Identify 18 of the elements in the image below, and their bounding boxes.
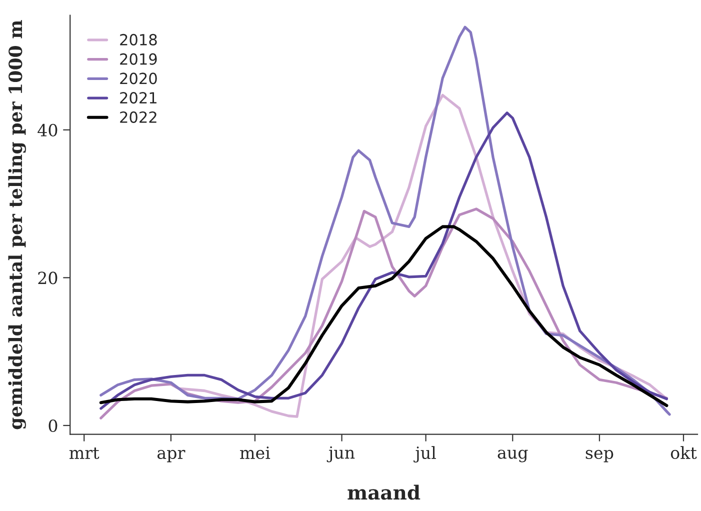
x-tick-label: jul: [414, 446, 436, 463]
x-tick-label: jun: [326, 446, 355, 462]
y-axis-title: gemiddeld aantal per telling per 1000 m: [8, 20, 26, 430]
x-tick-label: aug: [498, 450, 528, 462]
legend-label: 2021: [120, 92, 156, 104]
legend-label: 2019: [120, 53, 157, 65]
x-tick-label: sep: [586, 450, 614, 462]
legend-label: 2018: [120, 34, 157, 46]
x-tick-label: okt: [670, 446, 697, 460]
legend-label: 2022: [120, 111, 156, 123]
y-tick-label: 0: [48, 419, 58, 432]
x-axis-title: maand: [348, 484, 420, 500]
y-tick-label: 40: [38, 124, 58, 136]
x-tick-label: mrt: [69, 447, 100, 460]
legend-label: 2020: [120, 72, 157, 84]
x-tick-label: apr: [157, 450, 186, 462]
y-tick-label: 20: [38, 272, 58, 284]
x-tick-label: mei: [240, 446, 270, 460]
